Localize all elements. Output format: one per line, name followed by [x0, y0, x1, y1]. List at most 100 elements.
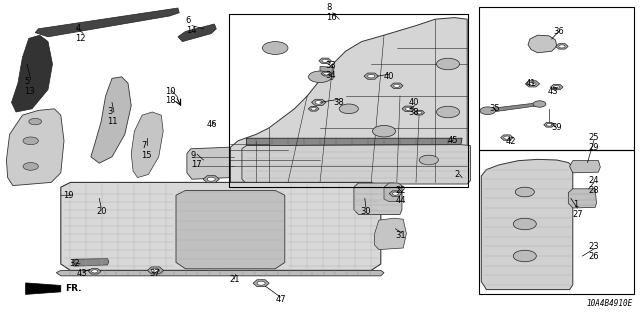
Text: 4
12: 4 12 [76, 24, 86, 43]
Polygon shape [230, 18, 467, 182]
Circle shape [311, 108, 316, 110]
Text: 5
13: 5 13 [24, 77, 35, 96]
Circle shape [23, 163, 38, 170]
Circle shape [436, 58, 460, 70]
Polygon shape [187, 147, 236, 179]
Text: 41: 41 [526, 79, 536, 88]
Circle shape [152, 268, 159, 272]
Text: 46: 46 [207, 120, 218, 129]
Polygon shape [544, 123, 554, 127]
Text: 25
29: 25 29 [589, 133, 599, 152]
Circle shape [513, 250, 536, 262]
Circle shape [315, 100, 323, 104]
Circle shape [92, 270, 98, 273]
Polygon shape [176, 190, 285, 269]
Polygon shape [321, 71, 332, 76]
Polygon shape [384, 183, 402, 202]
Polygon shape [550, 84, 563, 90]
Polygon shape [72, 259, 109, 266]
Text: 43: 43 [547, 87, 558, 96]
Text: 22
44: 22 44 [396, 186, 406, 204]
Text: 31: 31 [396, 231, 406, 240]
Polygon shape [203, 176, 220, 183]
Circle shape [262, 42, 288, 54]
Polygon shape [525, 81, 540, 87]
Polygon shape [364, 73, 378, 79]
Bar [229, 14, 468, 187]
Text: 2: 2 [454, 170, 460, 179]
Polygon shape [35, 8, 179, 37]
Circle shape [29, 118, 42, 125]
Circle shape [372, 125, 396, 137]
Polygon shape [414, 110, 424, 115]
Circle shape [394, 84, 400, 87]
Circle shape [547, 124, 552, 126]
Polygon shape [253, 280, 269, 287]
Circle shape [324, 72, 329, 75]
Polygon shape [402, 106, 415, 111]
Polygon shape [320, 67, 334, 80]
Polygon shape [147, 267, 164, 274]
Circle shape [515, 187, 534, 197]
Polygon shape [131, 112, 163, 178]
Polygon shape [389, 191, 402, 196]
Text: 43: 43 [77, 269, 88, 278]
Polygon shape [246, 138, 462, 146]
Polygon shape [528, 35, 557, 53]
Circle shape [529, 82, 536, 86]
Text: 23
26: 23 26 [589, 242, 600, 260]
Circle shape [504, 136, 510, 139]
Polygon shape [88, 269, 101, 274]
Polygon shape [570, 161, 600, 173]
Text: 45: 45 [448, 136, 458, 145]
Circle shape [405, 107, 412, 110]
Text: 38: 38 [333, 98, 344, 107]
Polygon shape [481, 159, 573, 290]
Polygon shape [61, 182, 381, 270]
Polygon shape [26, 283, 61, 294]
Polygon shape [308, 107, 319, 111]
Text: 36: 36 [554, 28, 564, 36]
Text: 19: 19 [63, 191, 73, 200]
Polygon shape [488, 102, 541, 113]
Text: 47: 47 [275, 295, 286, 304]
Polygon shape [56, 270, 384, 276]
Text: 10
18: 10 18 [165, 87, 176, 105]
Circle shape [554, 85, 560, 89]
Text: 10A4B4910E: 10A4B4910E [586, 299, 632, 308]
Text: 42: 42 [506, 137, 516, 146]
Text: 3
11: 3 11 [108, 108, 118, 126]
Polygon shape [390, 83, 403, 88]
Circle shape [207, 177, 215, 181]
Text: 40: 40 [384, 72, 394, 81]
Bar [479, 7, 634, 150]
Text: 1
27: 1 27 [573, 200, 584, 219]
Circle shape [257, 281, 265, 285]
Polygon shape [178, 24, 216, 42]
Polygon shape [319, 58, 332, 63]
Circle shape [23, 137, 38, 145]
Bar [479, 150, 634, 294]
Circle shape [533, 101, 546, 107]
Polygon shape [568, 189, 596, 208]
Circle shape [513, 218, 536, 230]
Text: 9
17: 9 17 [191, 151, 202, 169]
Circle shape [436, 106, 460, 118]
Circle shape [339, 104, 358, 114]
Circle shape [480, 107, 495, 115]
Polygon shape [12, 35, 52, 112]
Text: 24
28: 24 28 [589, 176, 600, 195]
Text: 33
34: 33 34 [325, 61, 336, 80]
Circle shape [559, 45, 565, 48]
Polygon shape [354, 183, 402, 214]
Text: 21: 21 [229, 276, 239, 284]
Polygon shape [374, 218, 406, 250]
Text: 40
38: 40 38 [408, 98, 419, 116]
Polygon shape [500, 135, 513, 140]
Polygon shape [556, 44, 568, 49]
Text: 20: 20 [96, 207, 106, 216]
Circle shape [322, 59, 328, 62]
Text: 30: 30 [360, 207, 371, 216]
Polygon shape [242, 145, 470, 184]
Polygon shape [91, 77, 131, 163]
